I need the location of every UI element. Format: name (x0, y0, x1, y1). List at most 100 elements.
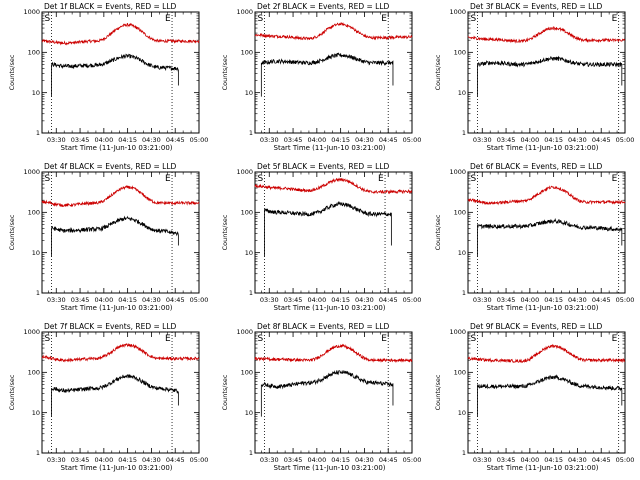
plot-frame (254, 171, 413, 294)
x-axis-label: Start Time (11-Jun-10 03:21:00) (274, 304, 386, 312)
x-tick-label: 03:30 (473, 296, 492, 304)
y-tick-label: 1000 (449, 8, 466, 16)
x-tick-label: 04:15 (544, 296, 563, 304)
panel-title: Det 8f BLACK = Events, RED = LLD (257, 322, 390, 331)
marker-label: E (165, 14, 171, 24)
y-tick-label: 10 (458, 409, 466, 417)
y-tick-label: 1000 (23, 168, 40, 176)
y-tick-label: 100 (454, 49, 466, 57)
lld-trace (41, 22, 200, 46)
lld-trace (254, 22, 413, 41)
x-tick-label: 03:30 (473, 456, 492, 464)
x-tick-label: 04:00 (520, 136, 539, 144)
marker-label: S (45, 334, 51, 344)
y-axis-label: Counts/sec (8, 374, 16, 410)
x-axis-label: Start Time (11-Jun-10 03:21:00) (61, 464, 173, 472)
plot-frame (41, 11, 200, 134)
marker-label: S (258, 174, 264, 184)
y-axis-label: Counts/sec (434, 54, 442, 90)
x-tick-label: 04:15 (331, 456, 350, 464)
x-tick-label: 04:30 (142, 296, 161, 304)
x-axis-label: Start Time (11-Jun-10 03:21:00) (61, 144, 173, 152)
x-tick-label: 05:00 (403, 296, 422, 304)
x-tick-label: 04:00 (94, 296, 113, 304)
x-axis-label: Start Time (11-Jun-10 03:21:00) (61, 304, 173, 312)
y-axis-label: Counts/sec (434, 214, 442, 250)
lld-trace (254, 177, 413, 195)
x-tick-label: 04:45 (166, 296, 185, 304)
panel-det-2: Det 2f BLACK = Events, RED = LLD 1 10 100 10… (221, 2, 421, 152)
y-tick-label: 1000 (449, 168, 466, 176)
marker-label: E (612, 334, 618, 344)
y-tick-label: 10 (245, 409, 253, 417)
lld-trace (467, 343, 626, 364)
y-tick-label: 1000 (23, 328, 40, 336)
x-tick-label: 03:45 (284, 136, 303, 144)
panel-title: Det 9f BLACK = Events, RED = LLD (470, 322, 603, 331)
panel-title: Det 6f BLACK = Events, RED = LLD (470, 162, 603, 171)
x-tick-label: 04:00 (307, 136, 326, 144)
x-tick-label: 05:00 (616, 136, 635, 144)
marker-label: S (258, 14, 264, 24)
y-tick-label: 10 (32, 89, 40, 97)
marker-label: E (381, 14, 387, 24)
x-tick-label: 03:30 (260, 136, 279, 144)
marker-label: E (165, 334, 171, 344)
lld-trace (467, 185, 626, 206)
y-tick-label: 1000 (449, 328, 466, 336)
x-tick-label: 04:45 (379, 456, 398, 464)
plot-frame (467, 331, 626, 454)
events-trace (51, 215, 179, 257)
marker-label: E (381, 334, 387, 344)
marker-label: E (612, 14, 618, 24)
events-trace (260, 370, 394, 417)
y-axis-label: Counts/sec (221, 54, 229, 90)
y-tick-label: 100 (241, 49, 253, 57)
y-tick-label: 10 (32, 409, 40, 417)
x-tick-label: 04:30 (142, 136, 161, 144)
y-tick-label: 1000 (23, 8, 40, 16)
x-tick-label: 03:30 (47, 456, 66, 464)
x-tick-label: 05:00 (616, 456, 635, 464)
panel-det-5: Det 5f BLACK = Events, RED = LLD 1 10 100 10… (221, 162, 421, 312)
x-tick-label: 05:00 (190, 296, 209, 304)
x-tick-label: 04:45 (379, 136, 398, 144)
x-tick-label: 04:15 (331, 136, 350, 144)
panel-det-1: Det 1f BLACK = Events, RED = LLD 1 10 100 10… (8, 2, 208, 152)
y-tick-label: 1 (462, 449, 466, 457)
events-trace (477, 374, 623, 417)
events-trace (264, 200, 392, 257)
x-tick-label: 03:45 (284, 296, 303, 304)
x-tick-label: 03:45 (71, 136, 90, 144)
panel-det-9: Det 9f BLACK = Events, RED = LLD 1 10 100 10… (434, 322, 634, 472)
x-tick-label: 04:45 (592, 136, 611, 144)
x-tick-label: 05:00 (403, 456, 422, 464)
x-tick-label: 05:00 (190, 456, 209, 464)
y-tick-label: 100 (28, 49, 40, 57)
x-tick-label: 04:00 (520, 456, 539, 464)
x-tick-label: 04:00 (94, 456, 113, 464)
x-tick-label: 04:15 (118, 296, 137, 304)
x-axis-label: Start Time (11-Jun-10 03:21:00) (487, 464, 599, 472)
marker-label: E (165, 174, 171, 184)
y-tick-label: 100 (241, 209, 253, 217)
x-tick-label: 04:30 (355, 296, 374, 304)
x-tick-label: 04:00 (307, 456, 326, 464)
x-tick-label: 04:30 (355, 456, 374, 464)
y-tick-label: 1 (249, 129, 253, 137)
y-tick-label: 100 (241, 369, 253, 377)
panel-title: Det 5f BLACK = Events, RED = LLD (257, 162, 390, 171)
y-tick-label: 100 (454, 209, 466, 217)
x-axis-label: Start Time (11-Jun-10 03:21:00) (274, 144, 386, 152)
x-tick-label: 04:45 (592, 456, 611, 464)
events-trace (260, 52, 394, 97)
y-axis-label: Counts/sec (221, 214, 229, 250)
x-tick-label: 03:45 (497, 456, 516, 464)
x-axis-label: Start Time (11-Jun-10 03:21:00) (487, 144, 599, 152)
x-tick-label: 04:15 (331, 296, 350, 304)
plot-frame (467, 11, 626, 134)
y-tick-label: 100 (28, 369, 40, 377)
x-tick-label: 04:30 (568, 456, 587, 464)
marker-label: S (471, 14, 477, 24)
x-tick-label: 04:15 (544, 136, 563, 144)
